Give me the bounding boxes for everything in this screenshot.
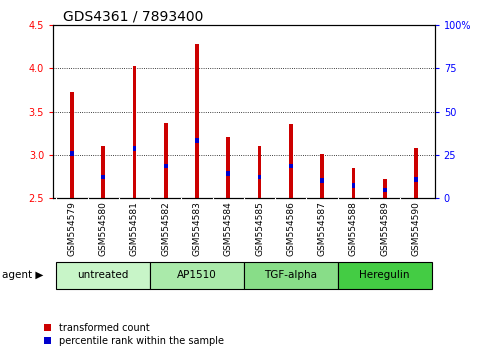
- Bar: [414, 148, 418, 198]
- Bar: [244, 262, 338, 289]
- Text: GSM554580: GSM554580: [99, 201, 108, 256]
- Text: agent ▶: agent ▶: [2, 270, 44, 280]
- Text: GDS4361 / 7893400: GDS4361 / 7893400: [63, 9, 203, 23]
- Bar: [227, 137, 230, 198]
- Bar: [257, 175, 261, 179]
- Bar: [195, 138, 199, 143]
- Bar: [227, 171, 230, 176]
- Text: GSM554587: GSM554587: [318, 201, 327, 256]
- Bar: [414, 177, 418, 182]
- Bar: [352, 168, 355, 198]
- Bar: [70, 152, 74, 156]
- Bar: [164, 164, 168, 168]
- Text: GSM554586: GSM554586: [286, 201, 295, 256]
- Text: GSM554579: GSM554579: [68, 201, 76, 256]
- Text: GSM554588: GSM554588: [349, 201, 358, 256]
- Text: GSM554583: GSM554583: [193, 201, 201, 256]
- Bar: [56, 262, 150, 289]
- Bar: [338, 262, 432, 289]
- Text: GSM554590: GSM554590: [412, 201, 420, 256]
- Text: AP1510: AP1510: [177, 270, 217, 280]
- Bar: [164, 123, 168, 198]
- Text: GSM554582: GSM554582: [161, 201, 170, 256]
- Text: Heregulin: Heregulin: [359, 270, 410, 280]
- Text: GSM554584: GSM554584: [224, 201, 233, 256]
- Bar: [132, 67, 136, 198]
- Bar: [289, 164, 293, 168]
- Bar: [383, 179, 386, 198]
- Text: GSM554581: GSM554581: [130, 201, 139, 256]
- Legend: transformed count, percentile rank within the sample: transformed count, percentile rank withi…: [43, 323, 224, 346]
- Text: untreated: untreated: [77, 270, 129, 280]
- Bar: [320, 154, 324, 198]
- Bar: [70, 92, 74, 198]
- Bar: [132, 146, 136, 152]
- Text: TGF-alpha: TGF-alpha: [264, 270, 317, 280]
- Bar: [195, 44, 199, 198]
- Text: GSM554589: GSM554589: [380, 201, 389, 256]
- Bar: [257, 146, 261, 198]
- Bar: [352, 183, 355, 188]
- Bar: [101, 175, 105, 179]
- Bar: [150, 262, 244, 289]
- Bar: [383, 188, 386, 192]
- Bar: [101, 146, 105, 198]
- Bar: [289, 124, 293, 198]
- Text: GSM554585: GSM554585: [255, 201, 264, 256]
- Bar: [320, 178, 324, 183]
